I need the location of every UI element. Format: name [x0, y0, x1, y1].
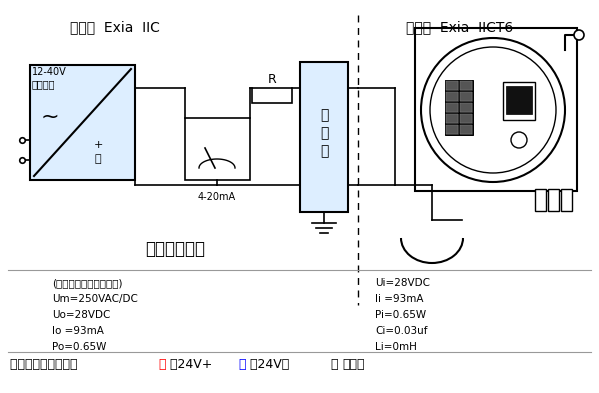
Bar	[460, 125, 472, 134]
Text: 红: 红	[158, 358, 165, 371]
Text: R: R	[268, 73, 276, 86]
Text: 蓝: 蓝	[238, 358, 246, 371]
Text: 本安型接线图: 本安型接线图	[145, 240, 205, 258]
Bar	[459, 113, 473, 124]
Text: Po=0.65W: Po=0.65W	[52, 342, 107, 352]
Text: Ci=0.03uf: Ci=0.03uf	[375, 326, 428, 336]
Text: ~: ~	[41, 107, 59, 127]
Bar	[446, 92, 458, 101]
Text: 危险区  Exia  IICT6: 危险区 Exia IICT6	[406, 20, 513, 34]
Bar	[300, 62, 348, 212]
Bar	[506, 86, 532, 114]
Bar	[459, 102, 473, 113]
Bar	[446, 103, 458, 112]
Bar	[185, 118, 250, 180]
Bar	[460, 92, 472, 101]
Text: (参见安全栅适用说明书): (参见安全栅适用说明书)	[52, 278, 123, 288]
Bar	[459, 91, 473, 102]
Text: 安全区  Exia  IIC: 安全区 Exia IIC	[70, 20, 160, 34]
Circle shape	[511, 132, 527, 148]
Bar	[445, 102, 459, 113]
Circle shape	[574, 30, 584, 40]
Text: －: －	[95, 154, 101, 164]
Bar	[535, 189, 546, 211]
Bar	[30, 65, 135, 180]
Text: ：接地: ：接地	[342, 358, 365, 371]
Bar	[446, 81, 458, 90]
Bar	[459, 80, 473, 91]
Text: 12-40V: 12-40V	[32, 67, 66, 77]
Text: Ui=28VDC: Ui=28VDC	[375, 278, 430, 288]
Text: 全: 全	[320, 126, 328, 140]
Text: 栅: 栅	[320, 144, 328, 158]
Bar	[460, 81, 472, 90]
Circle shape	[421, 38, 565, 182]
Circle shape	[430, 47, 556, 173]
Bar	[503, 82, 535, 120]
Bar	[561, 189, 572, 211]
Bar	[445, 124, 459, 135]
Bar	[252, 88, 292, 103]
Text: 黑: 黑	[330, 358, 337, 371]
Text: +: +	[93, 140, 102, 150]
Bar	[459, 124, 473, 135]
Bar	[445, 80, 459, 91]
Text: 直流电源: 直流电源	[32, 79, 56, 89]
Bar	[460, 103, 472, 112]
Text: Io =93mA: Io =93mA	[52, 326, 104, 336]
Bar	[445, 113, 459, 124]
Text: Uo=28VDC: Uo=28VDC	[52, 310, 110, 320]
Text: Li=0mH: Li=0mH	[375, 342, 417, 352]
Bar	[548, 189, 559, 211]
Text: ：24V+: ：24V+	[170, 358, 220, 371]
Text: Ii =93mA: Ii =93mA	[375, 294, 423, 304]
Bar	[415, 28, 577, 191]
Text: Um=250VAC/DC: Um=250VAC/DC	[52, 294, 138, 304]
Text: 4-20mA: 4-20mA	[198, 192, 236, 202]
Text: Pi=0.65W: Pi=0.65W	[375, 310, 426, 320]
Bar	[446, 114, 458, 123]
Text: 安: 安	[320, 108, 328, 122]
Bar	[446, 125, 458, 134]
Text: ：24V－: ：24V－	[250, 358, 297, 371]
Bar	[460, 114, 472, 123]
Bar	[445, 91, 459, 102]
Text: 注：一体化接线方式: 注：一体化接线方式	[10, 358, 86, 371]
